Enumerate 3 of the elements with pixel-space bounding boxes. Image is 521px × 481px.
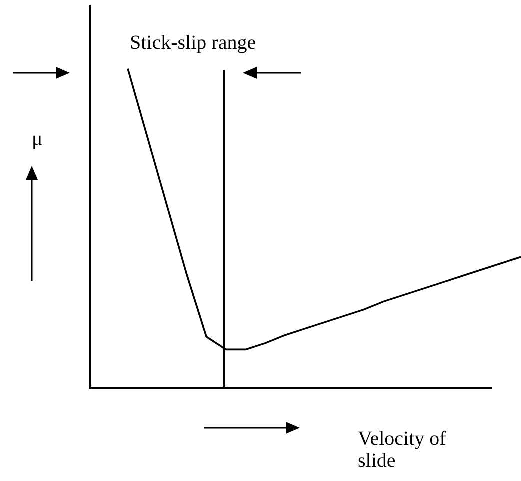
y-axis-title: μ (32, 128, 43, 150)
x-axis-title: Velocity of slide (358, 428, 448, 472)
text: Stick-slip range (130, 32, 256, 54)
